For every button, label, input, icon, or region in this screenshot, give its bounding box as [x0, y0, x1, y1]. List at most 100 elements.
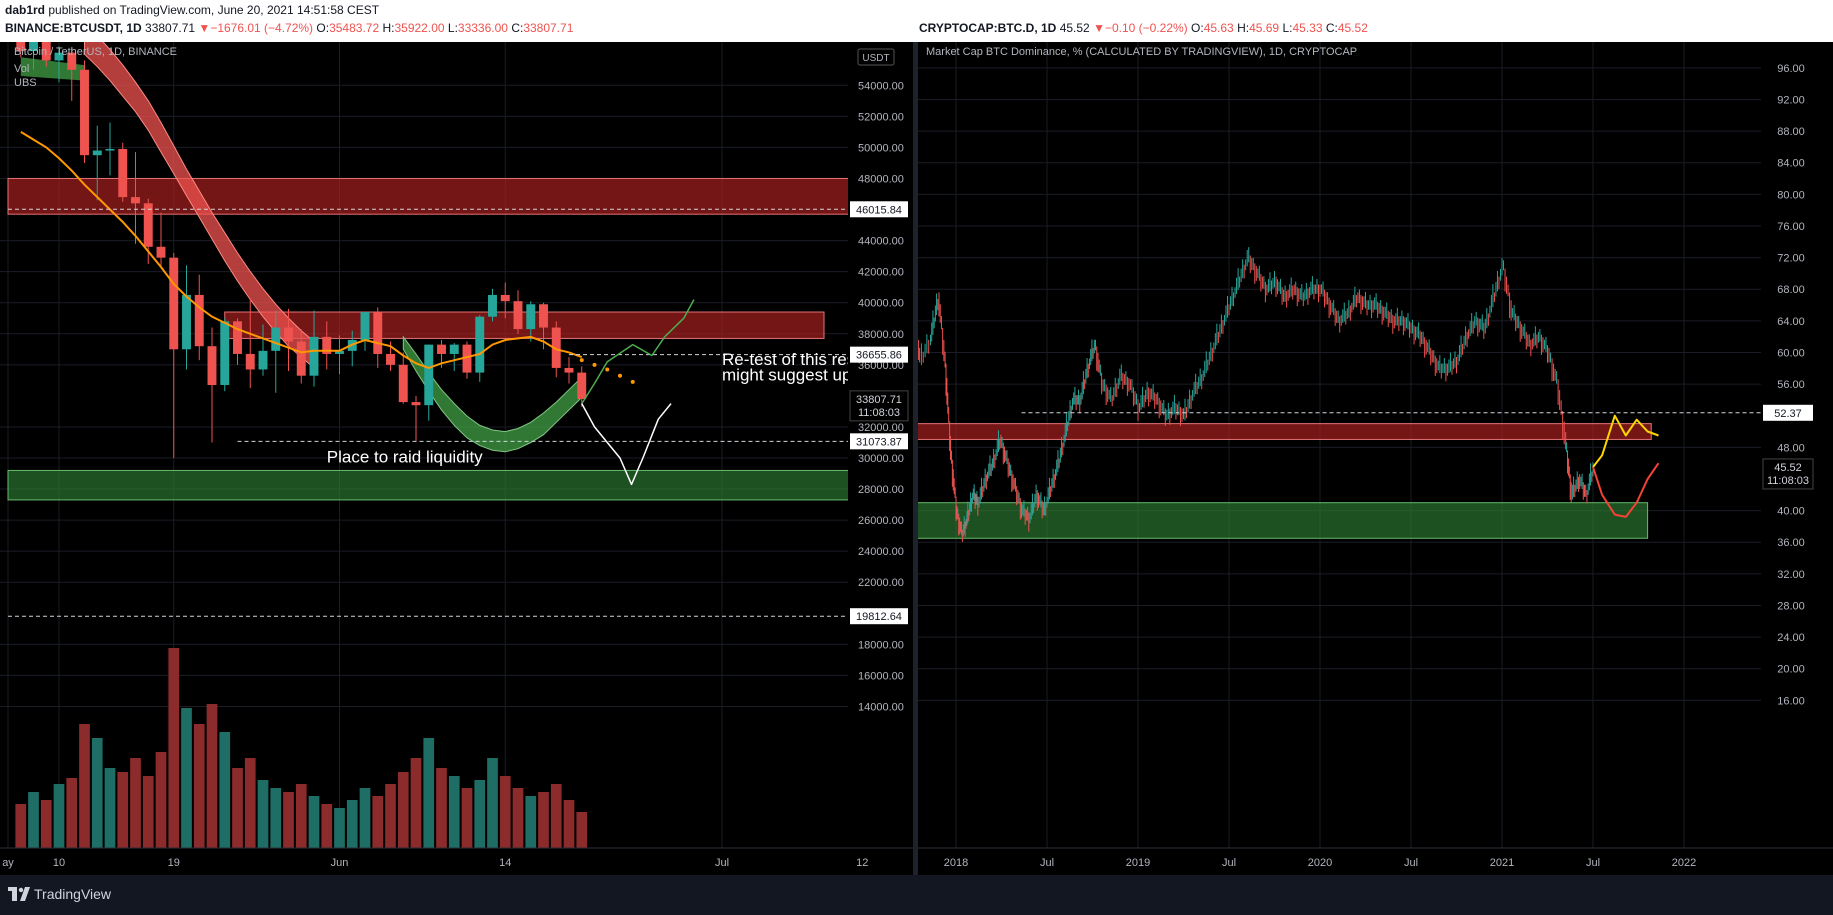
ema-line	[20, 131, 583, 369]
time-tick: 14	[499, 857, 511, 869]
price-tick: 60.00	[1777, 347, 1805, 359]
chart-title: Market Cap BTC Dominance, % (CALCULATED …	[926, 46, 1357, 58]
price-tick: 20.00	[1777, 664, 1805, 676]
price-tick: 96.00	[1777, 63, 1805, 75]
candle-body	[309, 336, 319, 376]
forecast-dot	[592, 362, 597, 367]
forecast-white-path	[581, 403, 672, 486]
candle-body	[41, 42, 51, 61]
price-tick: 84.00	[1777, 158, 1805, 170]
volume-bar	[487, 758, 498, 848]
forecast-red-path	[1592, 462, 1660, 518]
level-label-bg	[850, 346, 908, 363]
candle-body	[577, 372, 587, 399]
currency-badge	[857, 48, 895, 66]
btc-dominance-chart[interactable]: Market Cap BTC Dominance, % (CALCULATED …	[918, 42, 1833, 875]
panel-divider[interactable]	[913, 42, 918, 875]
volume-bar	[295, 784, 307, 848]
left-low: 33336.00	[457, 21, 508, 35]
left-symbol-info: BINANCE:BTCUSDT, 1D 33807.71 ▼−1676.01 (…	[5, 21, 573, 35]
volume-bar	[91, 738, 103, 848]
candle-body	[360, 312, 370, 340]
price-tag-bg	[1762, 458, 1814, 490]
chart-title: Bitcoin / TetherUS, 1D, BINANCE	[14, 46, 177, 58]
left-symbol[interactable]: BINANCE:BTCUSDT, 1D	[5, 21, 142, 35]
candle-body	[488, 294, 497, 317]
volume-bar	[206, 704, 218, 848]
candle-body	[437, 344, 446, 354]
candle-body	[80, 69, 89, 156]
volume-bar	[168, 648, 180, 848]
price-axis-bg	[1761, 42, 1833, 848]
price-tag-value: 45.52	[1774, 462, 1802, 474]
time-tick: Jul	[715, 857, 729, 869]
volume-bar	[283, 792, 294, 848]
author-name[interactable]: dab1rd	[5, 3, 46, 17]
forecast-dot	[605, 367, 610, 372]
footer-bar: TradingView	[0, 875, 1833, 915]
price-tick: 80.00	[1777, 189, 1805, 201]
volume-bar	[15, 804, 27, 848]
price-tick: 36.00	[1777, 537, 1805, 549]
tradingview-logo-icon[interactable]	[8, 887, 30, 901]
right-close-label: C:	[1325, 21, 1338, 35]
price-tick: 24000.00	[858, 546, 904, 558]
right-symbol[interactable]: CRYPTOCAP:BTC.D, 1D	[919, 21, 1057, 35]
price-tag-value: 33807.71	[856, 394, 902, 406]
price-tick: 40000.00	[858, 298, 904, 310]
volume-bar	[385, 784, 396, 848]
candle-body	[220, 321, 230, 386]
volume-bar	[181, 708, 192, 848]
price-tick: 48.00	[1777, 442, 1805, 454]
price-tick: 32.00	[1777, 569, 1805, 581]
price-tick: 52000.00	[858, 111, 904, 123]
volume-bar	[410, 758, 422, 848]
volume-bar	[436, 768, 447, 848]
left-high-label: H:	[382, 21, 395, 35]
candle-body	[233, 321, 242, 354]
price-tick: 54000.00	[858, 80, 904, 92]
price-tag-bg	[849, 390, 909, 422]
btcusdt-chart[interactable]: 46015.8436655.8631073.8719812.64Re-test …	[0, 42, 913, 875]
time-tick: Jul	[1222, 857, 1236, 869]
price-tick: 36000.00	[858, 360, 904, 372]
candle-body	[118, 148, 128, 198]
zone-resistance-38k	[224, 311, 825, 339]
btc-dominance-chart-panel[interactable]: Market Cap BTC Dominance, % (CALCULATED …	[918, 42, 1833, 875]
candle-body	[424, 344, 434, 406]
volume-bar	[550, 784, 562, 848]
left-last-price: 33807.71	[145, 21, 196, 35]
candle-body	[449, 344, 459, 354]
forecast-dot	[618, 373, 622, 378]
annotation: Place to raid liquidity	[327, 448, 483, 467]
volume-bar	[66, 778, 78, 848]
candle-body	[284, 327, 293, 342]
price-tick: 28000.00	[858, 484, 904, 496]
tradingview-brand[interactable]: TradingView	[34, 886, 112, 902]
level-label: 52.37	[1774, 408, 1802, 420]
left-high: 35922.00	[394, 21, 445, 35]
forecast-green-path	[581, 299, 695, 405]
currency-label: USDT	[862, 53, 889, 64]
price-tick: 32000.00	[858, 422, 904, 434]
btcusdt-chart-panel[interactable]: 46015.8436655.8631073.8719812.64Re-test …	[0, 42, 913, 875]
volume-bar	[576, 812, 588, 848]
candle-body	[386, 353, 395, 365]
price-tick: 48000.00	[858, 173, 904, 185]
time-axis-bg	[0, 848, 913, 875]
price-tick: 42000.00	[858, 267, 904, 279]
candle-body	[143, 203, 153, 247]
volume-bar	[346, 800, 358, 848]
price-tick: 50000.00	[858, 142, 904, 154]
time-tick: Jul	[1586, 857, 1600, 869]
time-tick: Jul	[1404, 857, 1418, 869]
left-low-label: L:	[447, 21, 458, 35]
right-low-label: L:	[1282, 21, 1293, 35]
time-tick: Jul	[1040, 857, 1054, 869]
right-high-label: H:	[1237, 21, 1250, 35]
time-tick: 2021	[1490, 857, 1514, 869]
candle-body	[322, 336, 332, 354]
price-tick: 28.00	[1777, 600, 1805, 612]
time-tick: ay	[2, 857, 14, 869]
price-tick: 76.00	[1777, 221, 1805, 233]
